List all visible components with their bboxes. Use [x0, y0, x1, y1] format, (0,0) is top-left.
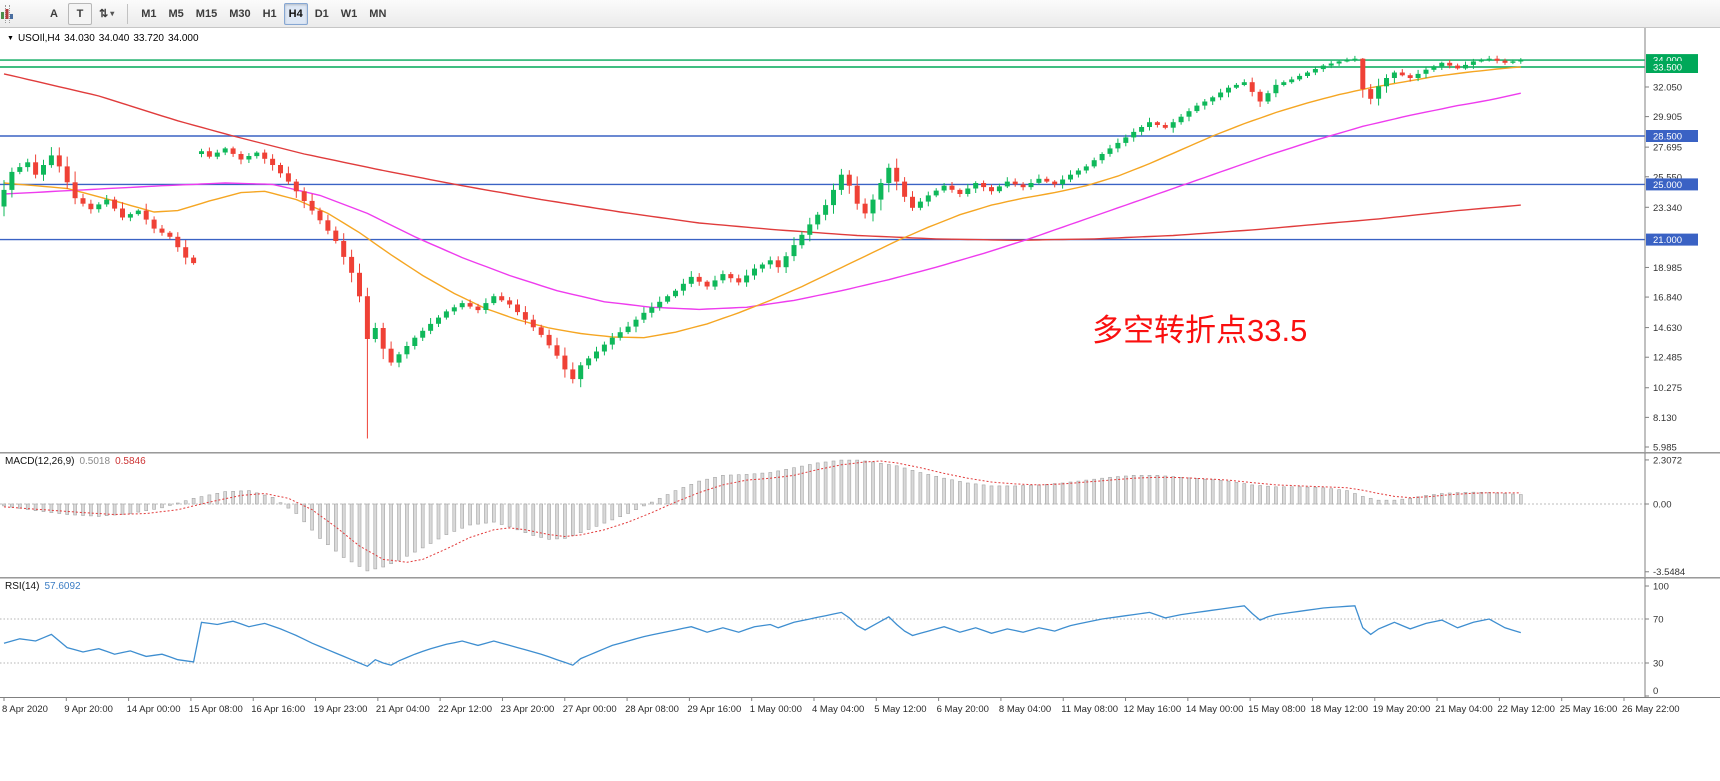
- svg-text:70: 70: [1653, 615, 1664, 626]
- svg-text:12.485: 12.485: [1653, 353, 1682, 364]
- timeframe-button-m30[interactable]: M30: [224, 3, 255, 25]
- svg-text:25 May 16:00: 25 May 16:00: [1560, 704, 1618, 715]
- svg-text:27 Apr 00:00: 27 Apr 00:00: [563, 704, 617, 715]
- ohlc-open: 34.030: [64, 33, 95, 44]
- timeframe-button-w1[interactable]: W1: [336, 3, 363, 25]
- svg-text:100: 100: [1653, 582, 1669, 593]
- svg-text:22 Apr 12:00: 22 Apr 12:00: [438, 704, 492, 715]
- rsi-pane[interactable]: 100 70 30 0: [0, 578, 1720, 697]
- chart-type-button[interactable]: [1, 3, 40, 25]
- rsi-name: RSI(14): [5, 581, 40, 592]
- svg-text:30: 30: [1653, 659, 1664, 670]
- timeframe-group: M1 M5 M15 M30 H1 H4 D1 W1 MN: [136, 2, 391, 25]
- svg-text:0: 0: [1653, 686, 1658, 697]
- text-tool-button[interactable]: T: [68, 2, 92, 25]
- ohlc-low: 33.720: [133, 33, 164, 44]
- svg-text:12 May 16:00: 12 May 16:00: [1124, 704, 1182, 715]
- svg-text:14.630: 14.630: [1653, 323, 1682, 334]
- svg-text:19 Apr 23:00: 19 Apr 23:00: [314, 704, 368, 715]
- svg-text:5.985: 5.985: [1653, 443, 1677, 454]
- svg-text:25.000: 25.000: [1653, 180, 1682, 191]
- svg-text:1 May 00:00: 1 May 00:00: [750, 704, 802, 715]
- ohlc-high: 34.040: [98, 33, 130, 44]
- svg-text:28 Apr 08:00: 28 Apr 08:00: [625, 704, 679, 715]
- ohlc-close: 34.000: [167, 33, 199, 44]
- symbol-ohlc-label: ▼ USOIl,H4 34.030 34.040 33.720 34.000: [7, 33, 203, 44]
- scale-arrows-icon: ⇅: [99, 8, 109, 20]
- svg-text:15 May 08:00: 15 May 08:00: [1248, 704, 1306, 715]
- svg-text:27.695: 27.695: [1653, 143, 1682, 154]
- svg-text:9 Apr 20:00: 9 Apr 20:00: [64, 704, 113, 715]
- svg-text:2.3072: 2.3072: [1653, 455, 1682, 466]
- svg-text:16 Apr 16:00: 16 Apr 16:00: [251, 704, 305, 715]
- timeframe-button-h4[interactable]: H4: [283, 2, 308, 25]
- svg-text:8 May 04:00: 8 May 04:00: [999, 704, 1051, 715]
- svg-text:18.985: 18.985: [1653, 263, 1682, 274]
- svg-text:8.130: 8.130: [1653, 413, 1677, 424]
- svg-text:-3.5484: -3.5484: [1653, 567, 1685, 578]
- symbol-name: USOIl,H4: [17, 33, 61, 44]
- scale-tool-button[interactable]: ⇅ ▾: [94, 3, 119, 25]
- timeframe-button-m5[interactable]: M5: [164, 3, 189, 25]
- rsi-value: 57.6092: [44, 581, 81, 592]
- svg-text:19 May 20:00: 19 May 20:00: [1373, 704, 1431, 715]
- svg-text:23 Apr 20:00: 23 Apr 20:00: [500, 704, 554, 715]
- svg-text:29.905: 29.905: [1653, 112, 1682, 123]
- svg-text:32.050: 32.050: [1653, 82, 1682, 93]
- rsi-indicator-label: RSI(14) 57.6092: [5, 581, 86, 592]
- toolbar: A T ⇅ ▾ M1 M5 M15 M30 H1 H4 D1 W1 MN: [0, 0, 1720, 28]
- macd-pane[interactable]: 2.3072 0.00 -3.5484: [0, 453, 1720, 578]
- chart-window[interactable]: 32.050 29.905 27.695 25.550 23.340 18.985 16.8…: [0, 28, 1720, 781]
- svg-text:0.00: 0.00: [1653, 500, 1672, 511]
- svg-text:4 May 04:00: 4 May 04:00: [812, 704, 864, 715]
- macd-signal-value: 0.5846: [115, 456, 146, 467]
- svg-text:26 May 22:00: 26 May 22:00: [1622, 704, 1680, 715]
- timeframe-button-m15[interactable]: M15: [191, 3, 222, 25]
- macd-main-value: 0.5018: [79, 456, 111, 467]
- svg-text:33.500: 33.500: [1653, 62, 1682, 73]
- svg-text:8 Apr 2020: 8 Apr 2020: [2, 704, 48, 715]
- svg-text:22 May 12:00: 22 May 12:00: [1497, 704, 1555, 715]
- svg-text:6 May 20:00: 6 May 20:00: [937, 704, 989, 715]
- svg-text:21 Apr 04:00: 21 Apr 04:00: [376, 704, 430, 715]
- timeframe-button-mn[interactable]: MN: [364, 3, 391, 25]
- symbol-marker-icon: ▼: [7, 35, 14, 42]
- dropdown-caret-icon: ▾: [110, 9, 115, 18]
- svg-text:28.500: 28.500: [1653, 132, 1682, 143]
- svg-text:5 May 12:00: 5 May 12:00: [874, 704, 926, 715]
- svg-text:14 May 00:00: 14 May 00:00: [1186, 704, 1244, 715]
- svg-text:23.340: 23.340: [1653, 203, 1682, 214]
- main-chart-pane[interactable]: 32.050 29.905 27.695 25.550 23.340 18.985 16.8…: [0, 28, 1720, 453]
- svg-text:25.550: 25.550: [1653, 172, 1682, 183]
- timeframe-button-d1[interactable]: D1: [310, 3, 334, 25]
- bar-chart-icon: [1, 9, 13, 19]
- svg-text:10.275: 10.275: [1653, 383, 1682, 394]
- svg-text:29 Apr 16:00: 29 Apr 16:00: [687, 704, 741, 715]
- svg-text:14 Apr 00:00: 14 Apr 00:00: [127, 704, 181, 715]
- svg-text:18 May 12:00: 18 May 12:00: [1310, 704, 1368, 715]
- toolbar-separator: [127, 3, 129, 24]
- chart-annotation: 多空转折点33.5: [1092, 313, 1308, 348]
- macd-indicator-label: MACD(12,26,9) 0.5018 0.5846: [5, 456, 151, 467]
- cursor-tool-button[interactable]: A: [42, 3, 66, 25]
- svg-text:21 May 04:00: 21 May 04:00: [1435, 704, 1493, 715]
- macd-name: MACD(12,26,9): [5, 456, 75, 467]
- timeframe-button-h1[interactable]: H1: [258, 3, 282, 25]
- svg-text:16.840: 16.840: [1653, 293, 1682, 304]
- time-axis[interactable]: 8 Apr 2020 9 Apr 20:00 14 Apr 00:00 15 Apr …: [0, 697, 1720, 781]
- svg-text:21.000: 21.000: [1653, 235, 1682, 246]
- svg-text:15 Apr 08:00: 15 Apr 08:00: [189, 704, 243, 715]
- timeframe-button-m1[interactable]: M1: [136, 3, 161, 25]
- svg-text:11 May 08:00: 11 May 08:00: [1061, 704, 1118, 715]
